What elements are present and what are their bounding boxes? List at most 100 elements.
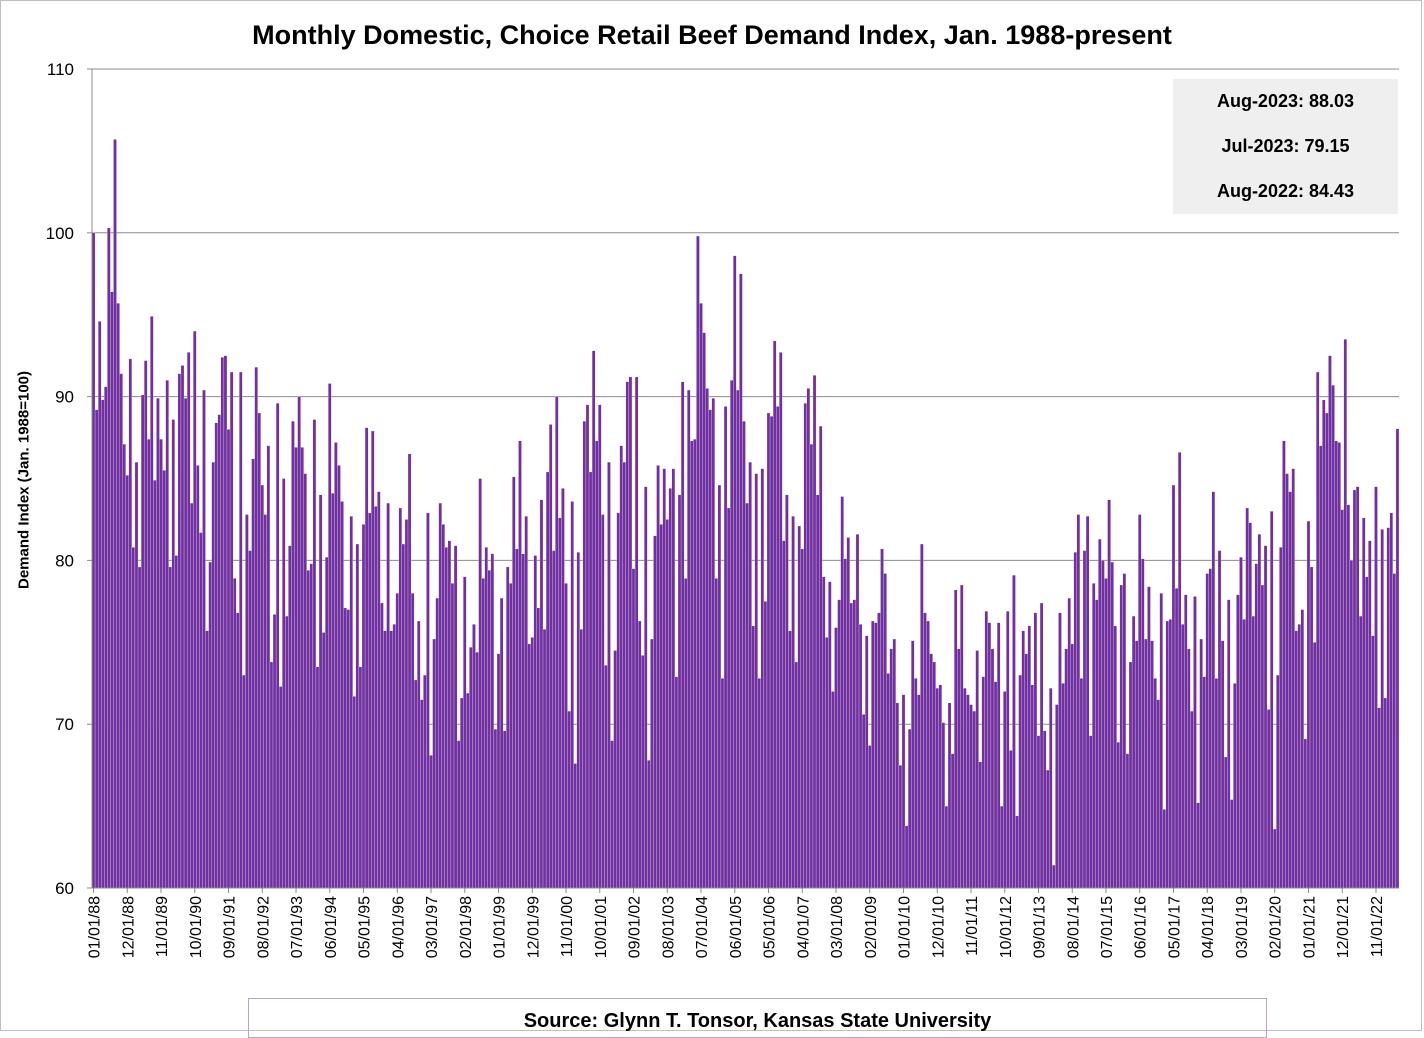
bar xyxy=(812,375,817,889)
bar xyxy=(1352,489,1357,889)
bar xyxy=(601,514,605,889)
bar xyxy=(950,753,955,889)
bar xyxy=(1049,688,1053,889)
bar xyxy=(1177,452,1182,889)
bar xyxy=(662,468,666,889)
bar xyxy=(533,555,537,889)
bar xyxy=(776,406,780,889)
bar xyxy=(751,625,755,889)
bar xyxy=(604,665,608,889)
bar xyxy=(162,470,166,889)
bar xyxy=(1395,428,1400,889)
x-tick-label: 12/01/10 xyxy=(930,896,947,958)
bar xyxy=(806,388,811,889)
bar xyxy=(285,615,289,889)
bar xyxy=(582,421,587,889)
bar xyxy=(392,624,396,889)
x-tick-label: 07/01/15 xyxy=(1099,896,1116,958)
bar xyxy=(837,599,841,889)
bar xyxy=(1141,558,1145,889)
bar xyxy=(1319,445,1323,889)
x-tick-label: 12/01/88 xyxy=(120,896,137,958)
bar xyxy=(947,702,952,889)
bar xyxy=(515,548,519,889)
bar xyxy=(996,622,1001,889)
bar xyxy=(1205,573,1209,889)
bar xyxy=(260,484,264,889)
latest-value-line: Aug-2023: 88.03 xyxy=(1216,91,1355,111)
bar xyxy=(1076,514,1081,889)
bar xyxy=(576,552,580,889)
bar xyxy=(417,620,421,889)
x-tick-label: 11/01/89 xyxy=(154,896,171,957)
bar xyxy=(1162,809,1166,889)
bar xyxy=(865,635,869,889)
bar xyxy=(637,620,642,889)
bar xyxy=(401,543,406,889)
bar xyxy=(1340,509,1344,889)
bar xyxy=(199,532,203,889)
bar xyxy=(745,502,749,889)
bar xyxy=(972,710,976,889)
bar xyxy=(1279,547,1283,889)
bar xyxy=(509,583,513,889)
bar xyxy=(245,514,249,889)
x-tick-label: 07/01/93 xyxy=(289,896,306,958)
bar xyxy=(1098,538,1102,889)
bar xyxy=(1190,710,1194,889)
bar xyxy=(653,535,657,889)
bar xyxy=(828,581,832,889)
bar xyxy=(251,458,255,889)
bar xyxy=(641,655,645,889)
bar xyxy=(938,684,942,889)
bar xyxy=(1085,516,1090,889)
bar xyxy=(782,540,786,889)
bar xyxy=(1193,596,1197,889)
bar xyxy=(766,412,771,889)
bar xyxy=(954,589,958,889)
bar xyxy=(1208,568,1212,889)
bar xyxy=(1322,399,1326,889)
bar xyxy=(1242,619,1246,889)
bar xyxy=(116,303,120,889)
bar xyxy=(1260,584,1265,889)
bar xyxy=(1270,511,1274,889)
bar xyxy=(383,630,387,889)
bar xyxy=(1355,486,1360,889)
bar xyxy=(441,524,445,889)
x-tick-label: 03/01/08 xyxy=(829,896,846,958)
bar xyxy=(337,465,341,889)
bar xyxy=(711,398,715,889)
bar xyxy=(211,461,215,889)
bar xyxy=(469,647,473,889)
bar xyxy=(613,650,617,889)
bar xyxy=(1039,602,1044,889)
bar xyxy=(1021,630,1025,889)
bar xyxy=(684,578,688,889)
bar xyxy=(426,512,430,889)
bar xyxy=(478,478,482,889)
bar xyxy=(420,699,424,889)
bar xyxy=(754,473,758,889)
bar xyxy=(229,371,234,889)
bar xyxy=(1079,678,1084,889)
bar xyxy=(1046,769,1050,889)
bar xyxy=(1383,697,1387,889)
bar xyxy=(1018,674,1022,889)
bar xyxy=(1024,653,1028,889)
bar xyxy=(1168,619,1173,889)
bar xyxy=(656,465,660,889)
bar xyxy=(800,548,804,889)
bar xyxy=(125,475,129,889)
bar xyxy=(555,396,559,889)
bar xyxy=(944,805,949,889)
bar xyxy=(1119,584,1123,889)
bar xyxy=(1365,576,1369,889)
bar xyxy=(877,612,881,889)
bar xyxy=(1312,642,1317,889)
x-tick-label: 04/01/96 xyxy=(390,896,407,958)
bar xyxy=(355,543,360,889)
bar xyxy=(895,702,900,889)
bar xyxy=(463,576,467,889)
